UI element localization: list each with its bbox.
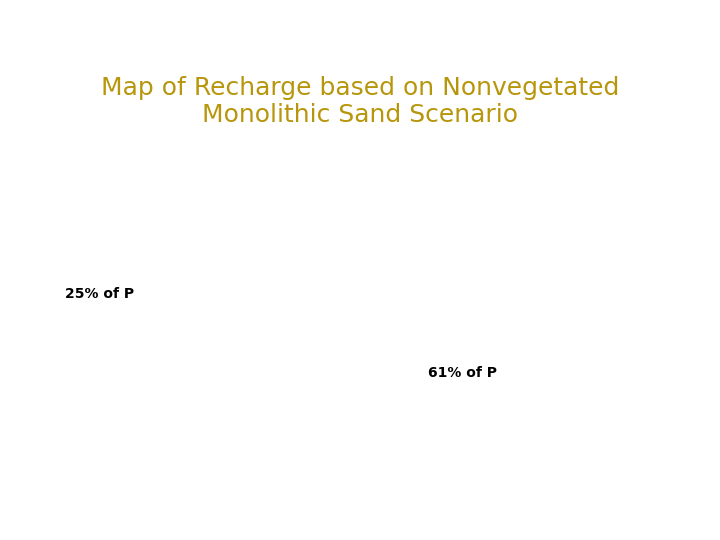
Text: 25% of P: 25% of P xyxy=(65,287,134,301)
Text: 61% of P: 61% of P xyxy=(428,366,498,380)
Text: Map of Recharge based on Nonvegetated
Monolithic Sand Scenario: Map of Recharge based on Nonvegetated Mo… xyxy=(101,76,619,127)
